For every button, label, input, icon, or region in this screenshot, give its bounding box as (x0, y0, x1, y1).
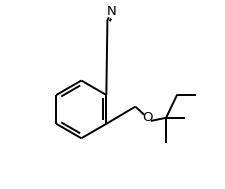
Text: O: O (142, 111, 152, 124)
Text: N: N (107, 5, 116, 18)
